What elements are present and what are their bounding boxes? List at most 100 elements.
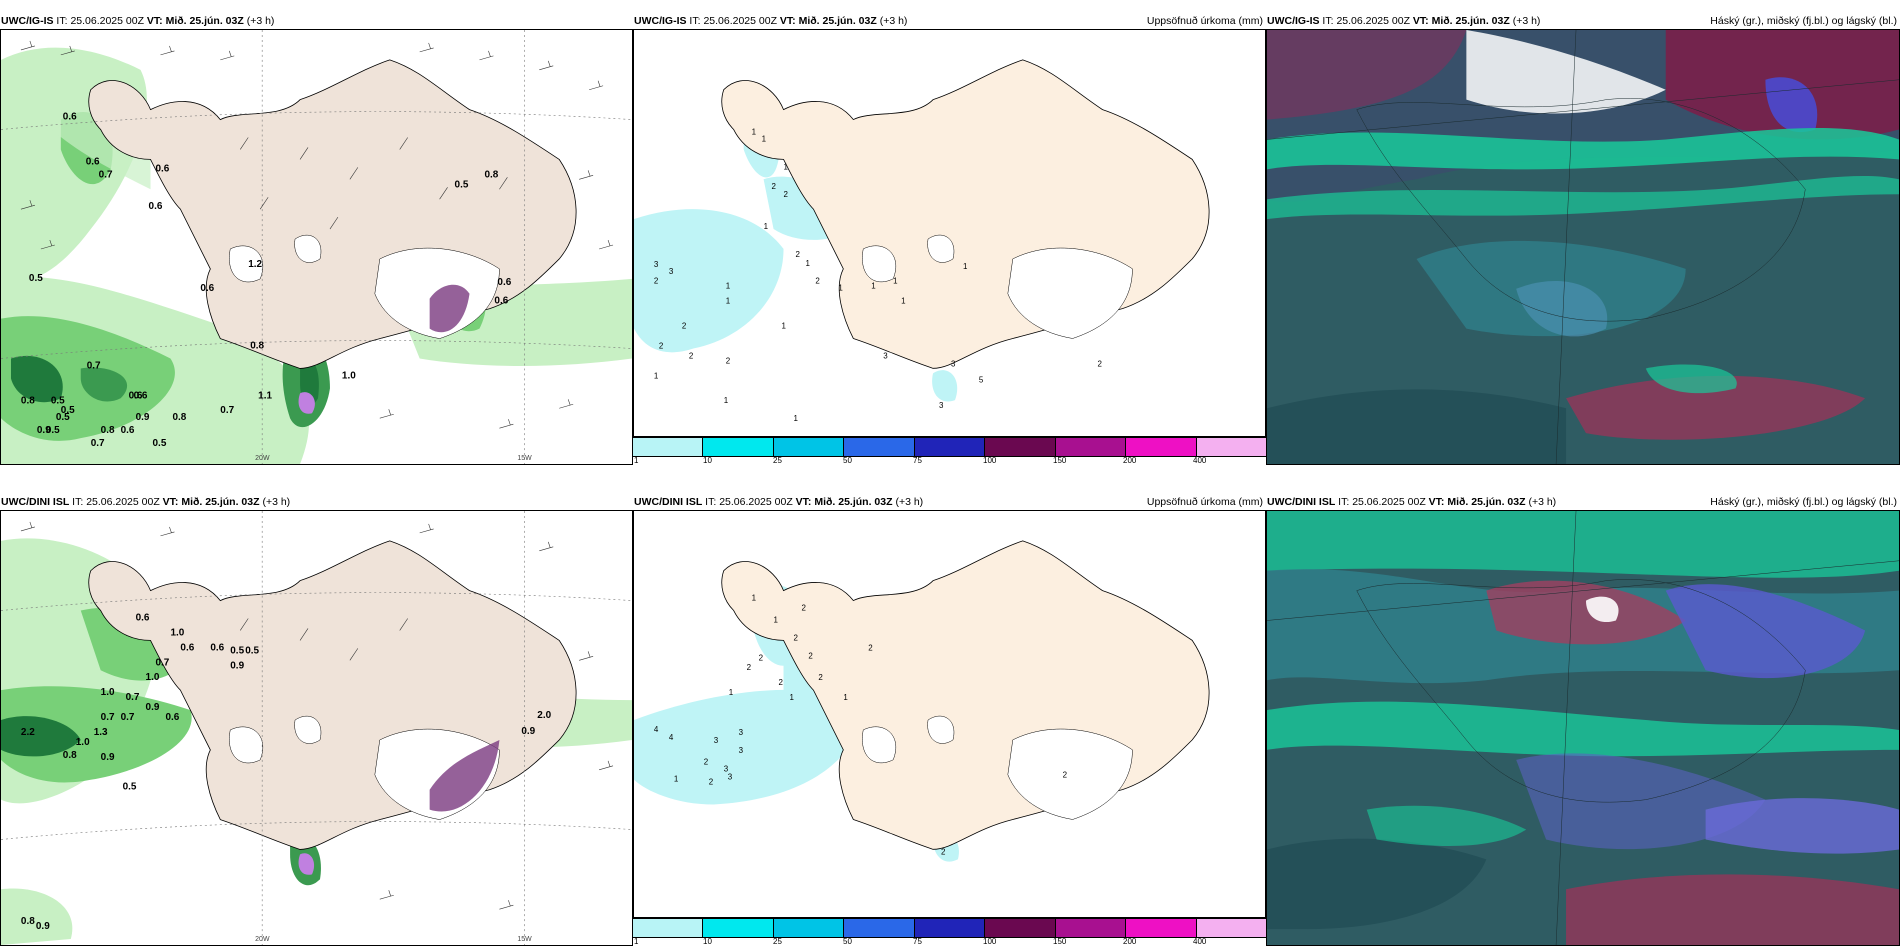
panel-top-right: UWC/IG-IS IT: 25.06.2025 00Z VT: Mið. 25… <box>1266 13 1900 465</box>
colorbar-swatches <box>633 437 1266 457</box>
svg-text:0.5: 0.5 <box>153 438 167 449</box>
panel-header: UWC/DINI ISL IT: 25.06.2025 00Z VT: Mið.… <box>1267 496 1897 508</box>
svg-text:1.0: 1.0 <box>170 627 184 638</box>
svg-text:0.8: 0.8 <box>63 750 77 761</box>
svg-text:0.8: 0.8 <box>101 425 115 436</box>
svg-text:0.5: 0.5 <box>230 645 244 656</box>
svg-text:2: 2 <box>793 633 798 642</box>
svg-text:0.5: 0.5 <box>29 273 43 284</box>
svg-text:0.9: 0.9 <box>36 921 50 932</box>
svg-text:20W: 20W <box>255 455 270 462</box>
svg-text:3: 3 <box>669 267 674 276</box>
svg-text:0.6: 0.6 <box>200 283 214 294</box>
svg-text:2.2: 2.2 <box>21 727 35 738</box>
svg-text:0.6: 0.6 <box>497 277 511 288</box>
map-cloud-cover[interactable] <box>1266 29 1900 465</box>
svg-text:5: 5 <box>979 375 984 384</box>
svg-text:3: 3 <box>739 746 744 755</box>
wind-barbs <box>20 521 614 910</box>
svg-text:0.6: 0.6 <box>129 390 143 401</box>
svg-text:1: 1 <box>762 134 767 143</box>
svg-text:1: 1 <box>774 615 779 624</box>
map-precip-wind[interactable]: 0.6 0.8 0.6 0.5 0.7 0.6 0.6 0.6 0.5 1.2 … <box>0 29 633 465</box>
svg-text:0.5: 0.5 <box>56 412 70 423</box>
map-accum-precip[interactable]: 1 2 1 2 2 2 2 2 1 4 4 3 3 3 3 2 2 3 1 2 <box>633 510 1266 918</box>
svg-text:0.9: 0.9 <box>136 412 150 423</box>
lead-time: (+3 h) <box>246 15 275 27</box>
svg-text:0.6: 0.6 <box>165 712 179 723</box>
svg-text:2: 2 <box>779 678 784 687</box>
model-name: UWC/IG-IS <box>1 15 54 27</box>
map-accum-precip[interactable]: 1 1 1 2 2 1 3 3 2 1 1 2 2 1 1 1 2 2 1 2 <box>633 29 1266 437</box>
svg-text:1.0: 1.0 <box>101 687 115 698</box>
svg-text:0.5: 0.5 <box>245 645 259 656</box>
svg-text:2: 2 <box>772 182 777 191</box>
svg-text:0.7: 0.7 <box>99 169 113 180</box>
precip-values: 1 2 1 2 2 2 2 2 1 4 4 3 3 3 3 2 2 3 1 2 <box>654 594 1068 857</box>
svg-text:1: 1 <box>752 594 757 603</box>
svg-text:2: 2 <box>818 673 823 682</box>
svg-text:0.6: 0.6 <box>210 642 224 653</box>
svg-text:0.8: 0.8 <box>21 395 35 406</box>
svg-text:0.9: 0.9 <box>230 660 244 671</box>
svg-text:1: 1 <box>726 282 731 291</box>
init-time: 25.06.2025 00Z <box>70 15 144 27</box>
svg-text:2: 2 <box>689 351 694 360</box>
svg-text:2: 2 <box>1098 359 1103 368</box>
precip-values: 1 1 1 2 2 1 3 3 2 1 1 2 2 1 1 1 2 2 1 2 <box>654 127 1103 423</box>
svg-text:0.8: 0.8 <box>21 916 35 927</box>
svg-text:0.6: 0.6 <box>86 156 100 167</box>
map-title: Uppsöfnuð úrkoma (mm) <box>1146 496 1263 508</box>
svg-text:3: 3 <box>883 351 888 360</box>
map-title: Háský (gr.), miðský (fj.bl.) og lágský (… <box>1710 496 1897 508</box>
svg-text:0.6: 0.6 <box>149 201 163 212</box>
svg-text:2: 2 <box>709 778 714 787</box>
svg-text:2: 2 <box>682 322 687 331</box>
svg-text:0.8: 0.8 <box>250 341 264 352</box>
svg-text:1.1: 1.1 <box>258 390 272 401</box>
svg-text:1: 1 <box>764 222 769 231</box>
svg-text:2: 2 <box>747 663 752 672</box>
svg-text:0.5: 0.5 <box>455 179 469 190</box>
svg-text:1: 1 <box>654 371 659 380</box>
svg-text:0.7: 0.7 <box>91 438 105 449</box>
svg-text:1.0: 1.0 <box>76 737 90 748</box>
svg-text:1.3: 1.3 <box>94 727 108 738</box>
svg-text:0.7: 0.7 <box>101 712 115 723</box>
svg-text:0.6: 0.6 <box>136 613 150 624</box>
svg-text:1: 1 <box>893 277 898 286</box>
value-label: 0.6 <box>63 112 77 123</box>
precip-colorbar: 1 10 25 50 75 100 150 200 400 <box>633 437 1266 465</box>
svg-text:0.7: 0.7 <box>156 657 170 668</box>
panel-header: UWC/DINI ISL IT: 25.06.2025 00Z VT: Mið.… <box>634 496 1263 508</box>
svg-text:2: 2 <box>659 341 664 350</box>
svg-text:15W: 15W <box>517 455 532 462</box>
svg-text:0.8: 0.8 <box>172 412 186 423</box>
svg-text:2: 2 <box>759 653 764 662</box>
map-cloud-cover[interactable] <box>1266 510 1900 946</box>
svg-text:20W: 20W <box>255 936 270 943</box>
svg-text:2: 2 <box>941 847 946 856</box>
colorbar-ticks: 1 10 25 50 75 100 150 200 400 <box>634 456 1207 465</box>
svg-text:1: 1 <box>726 297 731 306</box>
precip-colorbar: 1 10 25 50 75 100 150 200 400 <box>633 918 1266 946</box>
valid-time: Mið. 25.jún. 03Z <box>165 15 244 27</box>
svg-text:1: 1 <box>963 262 968 271</box>
panel-header: UWC/IG-IS IT: 25.06.2025 00Z VT: Mið. 25… <box>1 15 275 27</box>
wind-barbs <box>20 40 614 429</box>
svg-text:1: 1 <box>784 162 789 171</box>
svg-text:0.7: 0.7 <box>121 712 135 723</box>
svg-text:3: 3 <box>939 401 944 410</box>
svg-text:1.0: 1.0 <box>146 672 160 683</box>
svg-text:1: 1 <box>838 284 843 293</box>
panel-bottom-left: UWC/DINI ISL IT: 25.06.2025 00Z VT: Mið.… <box>0 494 633 946</box>
map-precip-wind[interactable]: 0.6 1.0 0.6 0.6 0.5 0.5 0.9 0.7 1.0 0.7 … <box>0 510 633 946</box>
svg-text:0.9: 0.9 <box>146 702 160 713</box>
svg-text:3: 3 <box>714 736 719 745</box>
svg-text:2: 2 <box>1063 771 1068 780</box>
svg-text:2.0: 2.0 <box>537 710 551 721</box>
svg-text:0.8: 0.8 <box>484 169 498 180</box>
svg-text:2: 2 <box>868 643 873 652</box>
svg-text:1: 1 <box>674 775 679 784</box>
precip-values: 0.6 1.0 0.6 0.6 0.5 0.5 0.9 0.7 1.0 0.7 … <box>21 613 552 933</box>
